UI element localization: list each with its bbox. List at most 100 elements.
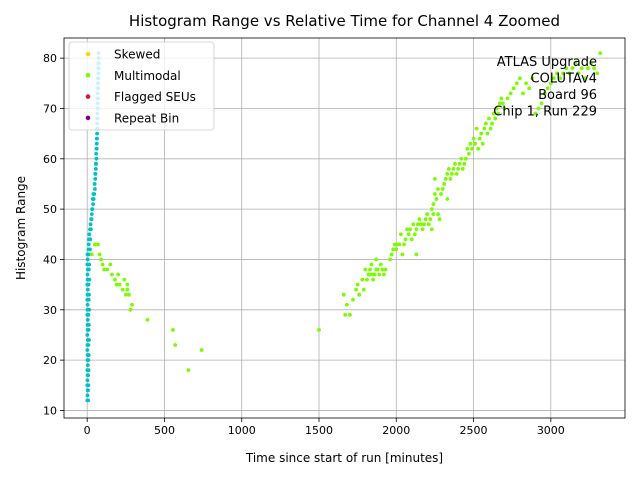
- multimodal-point: [473, 141, 477, 146]
- multimodal-point: [545, 86, 550, 91]
- multimodal-point: [496, 111, 501, 116]
- multimodal-point: [416, 222, 420, 227]
- y-tick-label: 30: [43, 304, 57, 317]
- multimodal-point: [477, 136, 482, 141]
- multimodal-point: [382, 272, 386, 277]
- normal-point: [94, 146, 99, 151]
- multimodal-point: [368, 272, 372, 277]
- multimodal-point: [417, 217, 422, 222]
- normal-point: [86, 383, 91, 388]
- normal-point: [89, 217, 94, 222]
- normal-point: [87, 292, 91, 297]
- multimodal-point: [490, 121, 494, 126]
- chart-title: Histogram Range vs Relative Time for Cha…: [129, 12, 560, 30]
- multimodal-point: [493, 116, 498, 121]
- multimodal-point: [371, 277, 375, 282]
- normal-point: [85, 393, 90, 398]
- normal-point: [85, 378, 90, 383]
- normal-point: [86, 398, 91, 403]
- normal-point: [85, 272, 90, 277]
- multimodal-point: [371, 272, 375, 277]
- multimodal-point: [344, 302, 349, 307]
- normal-point: [87, 277, 92, 282]
- normal-point: [85, 302, 90, 307]
- normal-point: [86, 242, 91, 247]
- normal-point: [95, 131, 99, 136]
- multimodal-point: [564, 66, 569, 71]
- multimodal-point: [377, 272, 382, 277]
- multimodal-point: [130, 302, 134, 307]
- multimodal-point: [425, 212, 430, 217]
- normal-point: [85, 363, 90, 368]
- multimodal-point: [99, 257, 103, 262]
- multimodal-point: [429, 207, 434, 212]
- multimodal-point: [422, 222, 426, 227]
- multimodal-point: [123, 292, 128, 297]
- x-tick-label: 2000: [382, 424, 410, 437]
- multimodal-point: [457, 161, 462, 166]
- multimodal-point: [487, 116, 491, 121]
- normal-point: [88, 222, 93, 227]
- multimodal-point: [598, 51, 603, 55]
- normal-point: [93, 187, 97, 191]
- multimodal-point: [173, 343, 178, 347]
- multimodal-point: [125, 287, 130, 292]
- legend-label-repeat-bin: Repeat Bin: [114, 111, 179, 125]
- normal-point: [89, 212, 94, 217]
- multimodal-point: [408, 227, 413, 232]
- multimodal-point: [474, 126, 479, 131]
- multimodal-point: [555, 71, 559, 76]
- legend-label-flagged-seus: Flagged SEUs: [114, 90, 196, 104]
- multimodal-point: [527, 86, 532, 91]
- multimodal-point: [494, 106, 499, 111]
- normal-point: [93, 161, 98, 166]
- normal-point: [94, 151, 99, 156]
- multimodal-point: [485, 131, 490, 136]
- x-axis-label: Time since start of run [minutes]: [245, 451, 443, 465]
- multimodal-point: [497, 101, 502, 106]
- multimodal-point: [392, 242, 397, 247]
- x-tick-label: 2500: [460, 424, 488, 437]
- normal-point: [86, 353, 91, 357]
- legend-marker-repeat-bin: [85, 115, 91, 121]
- multimodal-point: [317, 328, 321, 332]
- x-tick-label: 500: [154, 424, 175, 437]
- multimodal-point: [374, 267, 379, 272]
- multimodal-point: [426, 222, 431, 227]
- normal-point: [88, 247, 92, 252]
- annotation-line: Board 96: [538, 88, 597, 103]
- normal-point: [86, 282, 91, 287]
- multimodal-point: [573, 61, 578, 66]
- multimodal-point: [411, 222, 416, 227]
- x-tick-label: 3000: [537, 424, 565, 437]
- multimodal-point: [414, 252, 419, 257]
- multimodal-point: [354, 287, 358, 292]
- multimodal-point: [110, 272, 114, 277]
- multimodal-point: [443, 177, 448, 181]
- normal-point: [85, 333, 90, 337]
- normal-point: [91, 202, 95, 206]
- multimodal-point: [374, 257, 379, 262]
- multimodal-point: [491, 111, 496, 116]
- multimodal-point: [595, 71, 600, 76]
- normal-point: [88, 227, 93, 232]
- multimodal-point: [380, 267, 385, 272]
- multimodal-point: [592, 66, 596, 71]
- multimodal-point: [570, 66, 575, 71]
- y-tick-label: 60: [43, 153, 57, 166]
- multimodal-point: [351, 297, 355, 302]
- multimodal-point: [524, 81, 528, 86]
- multimodal-point: [439, 192, 443, 196]
- multimodal-point: [511, 86, 516, 91]
- normal-point: [86, 322, 91, 327]
- multimodal-point: [414, 227, 419, 232]
- normal-point: [86, 358, 91, 363]
- multimodal-point: [451, 166, 456, 171]
- legend: Skewed Multimodal Flagged SEUs Repeat Bin: [68, 41, 215, 131]
- multimodal-point: [514, 81, 519, 86]
- annotation-line: COLUTAv4: [531, 72, 597, 87]
- multimodal-point: [145, 317, 150, 322]
- multimodal-point: [171, 328, 175, 332]
- grid: [64, 38, 625, 418]
